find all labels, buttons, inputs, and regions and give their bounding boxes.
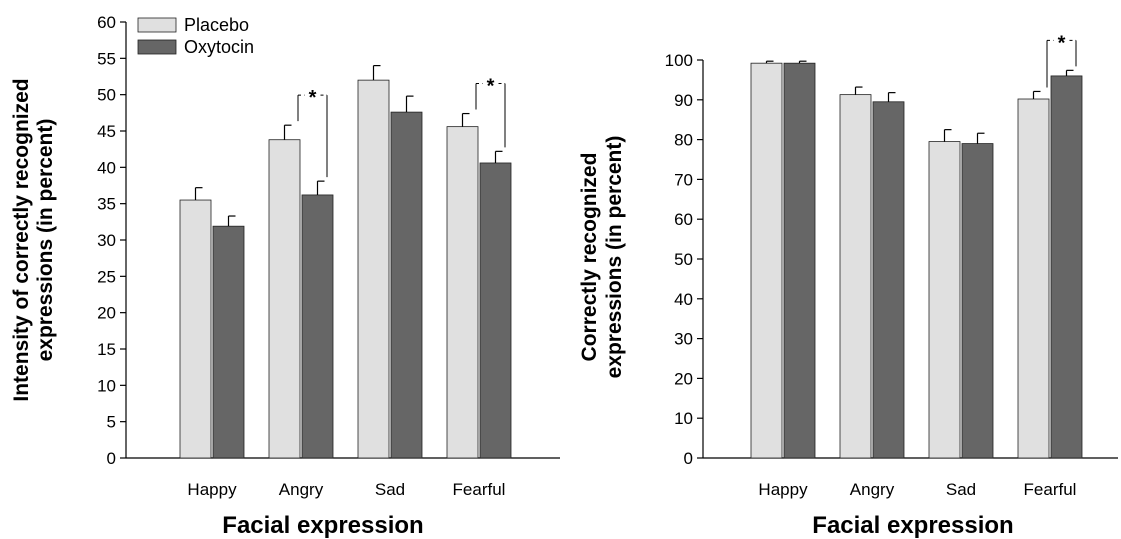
bar-oxytocin-fearful <box>479 162 512 459</box>
y-tick-label: 30 <box>97 231 116 250</box>
x-tick-label-angry: Angry <box>850 480 895 499</box>
x-tick-label-sad: Sad <box>946 480 976 499</box>
bar-oxytocin-sad <box>961 143 994 459</box>
y-axis-label: Intensity of correctly recognized express… <box>10 78 57 401</box>
bar-placebo-happy <box>750 62 783 459</box>
y-axis-label-line-1: Intensity of correctly recognized <box>10 78 33 401</box>
significance-star: * <box>309 87 317 109</box>
x-tick-label-happy: Happy <box>758 480 808 499</box>
y-tick-label: 50 <box>674 250 693 269</box>
y-tick-label: 35 <box>97 195 116 214</box>
x-axis-label: Facial expression <box>222 512 423 539</box>
chart-panel-1: 0 5 10 15 20 25 30 35 40 45 50 55 60 Happy Angry Sad Fea… <box>10 13 560 539</box>
x-tick-label-happy: Happy <box>187 480 237 499</box>
y-tick-label: 15 <box>97 340 116 359</box>
significance-bracket-angry: * <box>297 87 328 178</box>
y-tick-label: 45 <box>97 122 116 141</box>
y-tick-label: 50 <box>97 86 116 105</box>
bar-placebo-fearful <box>446 126 479 459</box>
y-tick-label: 20 <box>97 304 116 323</box>
y-tick-label: 5 <box>107 413 116 432</box>
legend-label-oxytocin: Oxytocin <box>184 37 254 57</box>
legend-swatch-placebo <box>137 17 177 33</box>
y-tick-label: 10 <box>97 376 116 395</box>
y-tick-label: 20 <box>674 369 693 388</box>
y-tick-label: 30 <box>674 330 693 349</box>
significance-bracket-fearful: * <box>475 76 506 148</box>
bar-placebo-fearful <box>1017 98 1050 459</box>
y-tick-label: 60 <box>674 210 693 229</box>
legend-label-placebo: Placebo <box>184 15 249 35</box>
bar-oxytocin-fearful <box>1050 75 1083 459</box>
significance-bracket-fearful: * <box>1046 32 1077 88</box>
bar-oxytocin-happy <box>783 62 816 459</box>
x-tick-label-sad: Sad <box>375 480 405 499</box>
bar-placebo-happy <box>179 199 212 459</box>
y-tick-label: 0 <box>684 449 693 468</box>
y-tick-label: 25 <box>97 267 116 286</box>
y-tick-label: 70 <box>674 170 693 189</box>
y-tick-label: 80 <box>674 131 693 150</box>
bar-placebo-angry <box>839 94 872 459</box>
y-tick-label: 100 <box>665 51 693 70</box>
bar-placebo-sad <box>357 79 390 459</box>
bar-oxytocin-sad <box>390 111 423 459</box>
y-tick-label: 90 <box>674 91 693 110</box>
y-axis-label-line-1: Correctly recognized <box>578 153 601 362</box>
chart-panel-2: 0 10 20 30 40 50 60 70 80 90 100 Happy Angry Sad Fearf… <box>578 32 1118 539</box>
x-axis-label: Facial expression <box>812 512 1013 539</box>
x-tick-label-angry: Angry <box>279 480 324 499</box>
y-axis-label: Correctly recognized expressions (in perc… <box>578 136 626 379</box>
y-tick-label: 55 <box>97 49 116 68</box>
bar-oxytocin-angry <box>872 101 905 459</box>
y-tick-label: 40 <box>97 158 116 177</box>
y-axis-label-line-2: expressions (in percent) <box>603 136 626 379</box>
legend-swatch-oxytocin <box>137 39 177 55</box>
bar-oxytocin-angry <box>301 194 334 459</box>
significance-star: * <box>1058 32 1066 54</box>
x-tick-label-fearful: Fearful <box>1024 480 1077 499</box>
y-axis-label-line-2: expressions (in percent) <box>34 119 57 362</box>
y-tick-label: 0 <box>107 449 116 468</box>
bar-placebo-sad <box>928 141 961 459</box>
bar-placebo-angry <box>268 139 301 459</box>
x-tick-label-fearful: Fearful <box>453 480 506 499</box>
y-tick-label: 60 <box>97 13 116 32</box>
y-tick-label: 10 <box>674 409 693 428</box>
bar-oxytocin-happy <box>212 225 245 459</box>
significance-star: * <box>487 76 495 98</box>
y-tick-label: 40 <box>674 290 693 309</box>
